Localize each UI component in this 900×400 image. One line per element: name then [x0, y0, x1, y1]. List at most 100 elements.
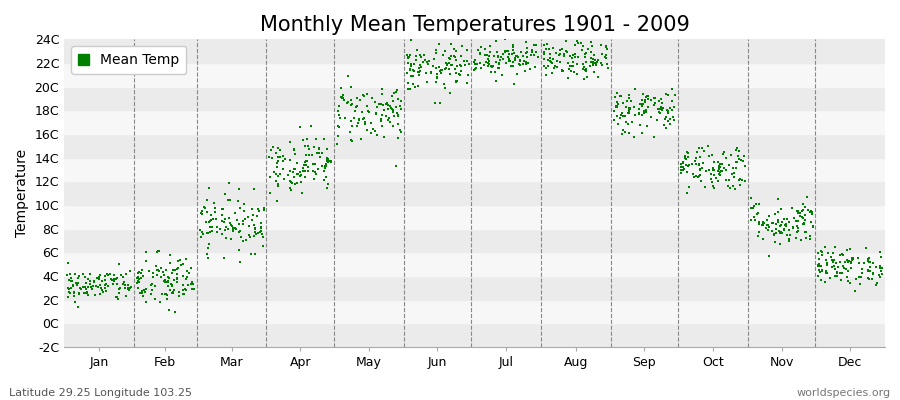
Point: [442, 54, 456, 61]
Point: [462, 61, 476, 67]
Point: [316, 168, 330, 174]
Point: [119, 271, 133, 277]
Point: [433, 68, 447, 74]
Point: [796, 207, 811, 213]
Point: [732, 156, 746, 162]
Point: [599, 44, 614, 50]
Point: [93, 282, 107, 288]
Point: [584, 49, 598, 55]
Point: [622, 95, 636, 101]
Point: [218, 227, 232, 234]
Point: [665, 98, 680, 104]
Point: [837, 259, 851, 265]
Point: [303, 123, 318, 129]
Point: [107, 278, 122, 284]
Point: [374, 91, 389, 97]
Point: [781, 236, 796, 242]
Point: [152, 248, 166, 254]
Point: [153, 274, 167, 280]
Point: [814, 277, 829, 283]
Point: [287, 146, 302, 152]
Point: [804, 208, 818, 214]
Point: [489, 59, 503, 65]
Bar: [64, 87, 885, 110]
Point: [311, 150, 326, 157]
Point: [609, 104, 624, 110]
Point: [712, 170, 726, 177]
Point: [299, 162, 313, 168]
Point: [390, 89, 404, 96]
Point: [771, 217, 786, 224]
Point: [335, 93, 349, 100]
Point: [861, 255, 876, 261]
Point: [632, 110, 646, 117]
Point: [634, 112, 649, 118]
Point: [257, 207, 272, 213]
Point: [413, 62, 428, 68]
Point: [148, 296, 162, 303]
Point: [203, 218, 218, 224]
Point: [337, 95, 351, 101]
Point: [166, 266, 180, 273]
Point: [494, 53, 508, 60]
Point: [429, 79, 444, 85]
Point: [749, 201, 763, 208]
Point: [579, 68, 593, 74]
Point: [782, 227, 796, 233]
Point: [333, 115, 347, 122]
Point: [386, 122, 400, 129]
Point: [673, 164, 688, 170]
Point: [197, 204, 211, 210]
Point: [536, 62, 551, 69]
Point: [346, 122, 360, 129]
Point: [63, 290, 77, 296]
Point: [874, 254, 888, 260]
Point: [295, 190, 310, 196]
Point: [568, 54, 582, 60]
Point: [729, 147, 743, 154]
Point: [230, 198, 245, 204]
Point: [863, 268, 878, 274]
Point: [110, 275, 124, 281]
Point: [386, 109, 400, 116]
Text: Latitude 29.25 Longitude 103.25: Latitude 29.25 Longitude 103.25: [9, 388, 192, 398]
Point: [176, 282, 190, 288]
Point: [352, 117, 366, 123]
Point: [765, 219, 779, 226]
Point: [841, 259, 855, 265]
Point: [735, 177, 750, 183]
Point: [840, 247, 854, 253]
Point: [590, 59, 604, 66]
Point: [400, 55, 415, 62]
Point: [320, 156, 334, 162]
Point: [767, 231, 781, 237]
Point: [320, 157, 335, 164]
Point: [320, 156, 335, 162]
Point: [777, 216, 791, 222]
Point: [873, 249, 887, 256]
Point: [405, 67, 419, 73]
Point: [722, 177, 736, 184]
Point: [186, 281, 201, 287]
Point: [795, 214, 809, 220]
Point: [601, 64, 616, 71]
Point: [293, 178, 308, 185]
Point: [136, 293, 150, 299]
Point: [385, 106, 400, 112]
Point: [131, 284, 146, 291]
Point: [537, 48, 552, 55]
Point: [72, 272, 86, 279]
Point: [576, 43, 590, 50]
Point: [748, 217, 762, 224]
Point: [765, 228, 779, 234]
Point: [874, 268, 888, 274]
Point: [440, 62, 454, 68]
Point: [624, 98, 638, 104]
Point: [404, 37, 419, 44]
Point: [141, 268, 156, 274]
Point: [374, 86, 389, 92]
Point: [729, 164, 743, 171]
Point: [693, 166, 707, 172]
Point: [800, 194, 814, 200]
Point: [296, 165, 310, 171]
